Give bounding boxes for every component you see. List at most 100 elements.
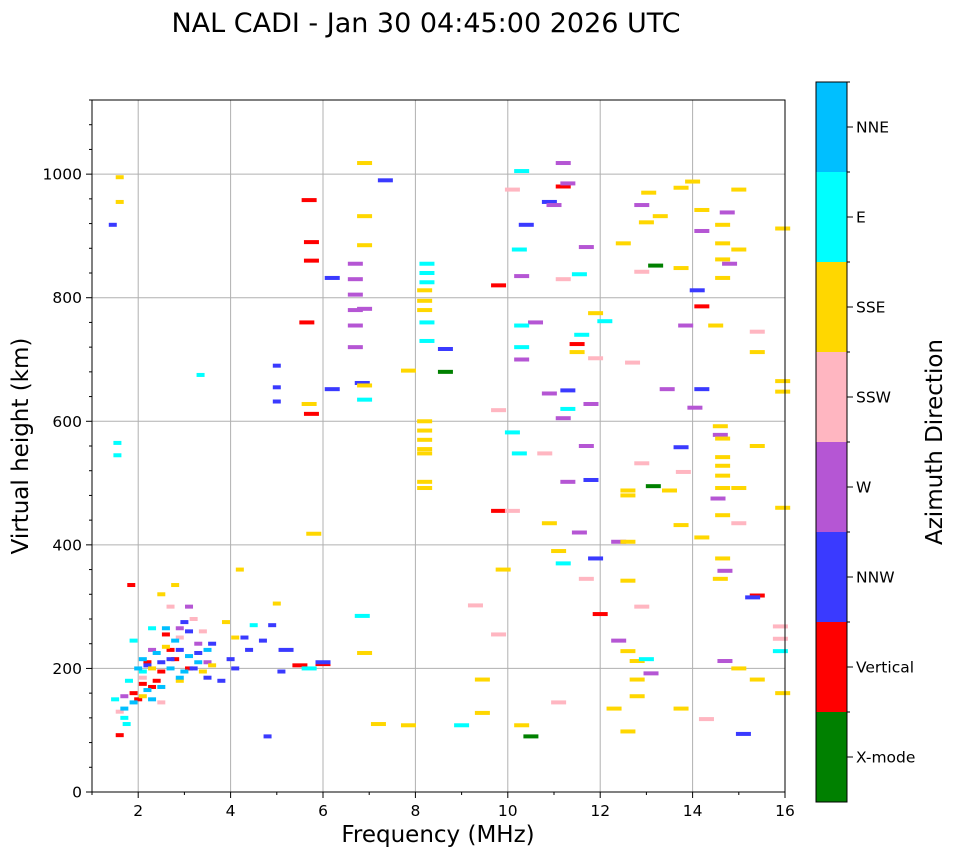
data-point-sse bbox=[569, 350, 585, 355]
data-point-nnw bbox=[518, 222, 534, 227]
x-tick-label: 4 bbox=[226, 802, 236, 820]
x-tick-label: 12 bbox=[590, 802, 610, 820]
data-point-vertical bbox=[134, 697, 143, 702]
data-point-w bbox=[347, 308, 363, 313]
data-point-nne bbox=[157, 684, 166, 689]
data-point-sse bbox=[620, 729, 636, 734]
data-point-sse bbox=[235, 567, 244, 572]
data-point-nne bbox=[194, 660, 203, 665]
data-point-vertical bbox=[185, 666, 194, 671]
data-point-vertical bbox=[157, 669, 166, 674]
data-point-w bbox=[583, 401, 599, 406]
data-point-ssw bbox=[504, 508, 520, 513]
data-point-e bbox=[357, 397, 373, 402]
data-point-e bbox=[120, 715, 129, 720]
colorbar-segment-x-mode bbox=[816, 712, 847, 802]
data-point-nne bbox=[148, 697, 157, 702]
data-point-nne bbox=[143, 688, 152, 693]
data-point-vertical bbox=[292, 663, 308, 668]
colorbar-label-nne: NNE bbox=[856, 119, 889, 137]
colorbar-segment-sse bbox=[816, 262, 847, 352]
data-point-sse bbox=[138, 694, 147, 699]
data-points bbox=[108, 161, 791, 739]
y-tick-label: 1000 bbox=[43, 166, 82, 184]
colorbar-label-w: W bbox=[856, 479, 871, 497]
data-point-sse bbox=[301, 401, 317, 406]
data-point-nnw bbox=[258, 638, 267, 643]
data-point-ssw bbox=[555, 277, 571, 282]
data-point-x-mode bbox=[523, 734, 539, 739]
data-point-nne bbox=[129, 700, 138, 705]
data-point-sse bbox=[208, 663, 217, 668]
data-point-sse bbox=[514, 723, 530, 728]
data-point-nnw bbox=[185, 629, 194, 634]
data-point-sse bbox=[708, 323, 724, 328]
data-point-sse bbox=[673, 706, 689, 711]
data-point-e bbox=[514, 323, 530, 328]
data-point-e bbox=[419, 338, 435, 343]
data-point-vertical bbox=[303, 240, 319, 245]
data-point-w bbox=[578, 245, 594, 250]
y-axis-ticks: 0 200 400 600 800 1000 bbox=[43, 99, 92, 802]
data-point-ssw bbox=[634, 269, 650, 274]
y-tick-label: 600 bbox=[52, 413, 82, 431]
data-point-w bbox=[712, 432, 728, 437]
data-point-nne bbox=[161, 626, 170, 631]
data-point-nnw bbox=[315, 660, 331, 665]
data-point-sse bbox=[231, 635, 240, 640]
data-point-e bbox=[560, 406, 576, 411]
data-point-sse bbox=[629, 677, 645, 682]
data-point-e bbox=[419, 271, 435, 275]
data-point-sse bbox=[417, 288, 433, 293]
data-point-w bbox=[203, 660, 212, 665]
data-point-sse bbox=[417, 437, 433, 442]
data-point-sse bbox=[620, 578, 636, 583]
data-point-ssw bbox=[467, 603, 483, 608]
data-point-sse bbox=[198, 669, 207, 674]
colorbar-frame bbox=[815, 81, 848, 803]
data-point-e bbox=[301, 666, 317, 671]
data-point-x-mode bbox=[645, 484, 661, 489]
data-point-vertical bbox=[143, 660, 152, 665]
data-point-nnw bbox=[180, 620, 189, 625]
data-point-sse bbox=[715, 513, 731, 518]
data-point-vertical bbox=[491, 508, 507, 513]
data-point-nnw bbox=[277, 669, 286, 674]
data-point-e bbox=[555, 561, 571, 566]
data-point-sse bbox=[161, 644, 170, 649]
data-point-nnw bbox=[735, 731, 751, 736]
colorbar-segment-vertical bbox=[816, 622, 847, 712]
colorbar-segment-ssw bbox=[816, 352, 847, 442]
data-point-sse bbox=[495, 567, 511, 572]
data-point-sse bbox=[357, 383, 373, 388]
data-point-e bbox=[113, 453, 122, 458]
data-point-sse bbox=[715, 275, 731, 280]
data-point-ssw bbox=[551, 700, 567, 705]
data-point-vertical bbox=[303, 258, 319, 263]
data-point-sse bbox=[541, 521, 557, 526]
data-point-w bbox=[634, 203, 650, 208]
x-tick-label: 6 bbox=[318, 802, 328, 820]
data-point-x-mode bbox=[648, 263, 664, 268]
data-point-sse bbox=[474, 710, 490, 715]
data-point-sse bbox=[620, 488, 636, 493]
data-point-ssw bbox=[578, 576, 594, 581]
colorbar-label-vertical: Vertical bbox=[856, 659, 914, 677]
y-tick-label: 800 bbox=[52, 289, 82, 307]
data-point-vertical bbox=[171, 657, 180, 662]
data-point-sse bbox=[175, 678, 184, 683]
data-point-nne bbox=[166, 666, 175, 671]
data-point-ssw bbox=[731, 521, 747, 526]
data-point-w bbox=[347, 323, 363, 328]
data-point-sse bbox=[115, 175, 124, 180]
data-point-nne bbox=[203, 647, 212, 652]
data-point-sse bbox=[629, 694, 645, 699]
data-point-e bbox=[249, 623, 258, 628]
data-point-sse bbox=[715, 486, 731, 491]
y-tick-label: 400 bbox=[52, 536, 82, 554]
data-point-sse bbox=[417, 308, 433, 313]
data-point-w bbox=[185, 604, 194, 609]
x-axis-ticks: 2 4 6 8 10 12 14 16 bbox=[91, 792, 795, 820]
data-point-sse bbox=[775, 379, 791, 384]
data-point-sse bbox=[715, 463, 731, 468]
